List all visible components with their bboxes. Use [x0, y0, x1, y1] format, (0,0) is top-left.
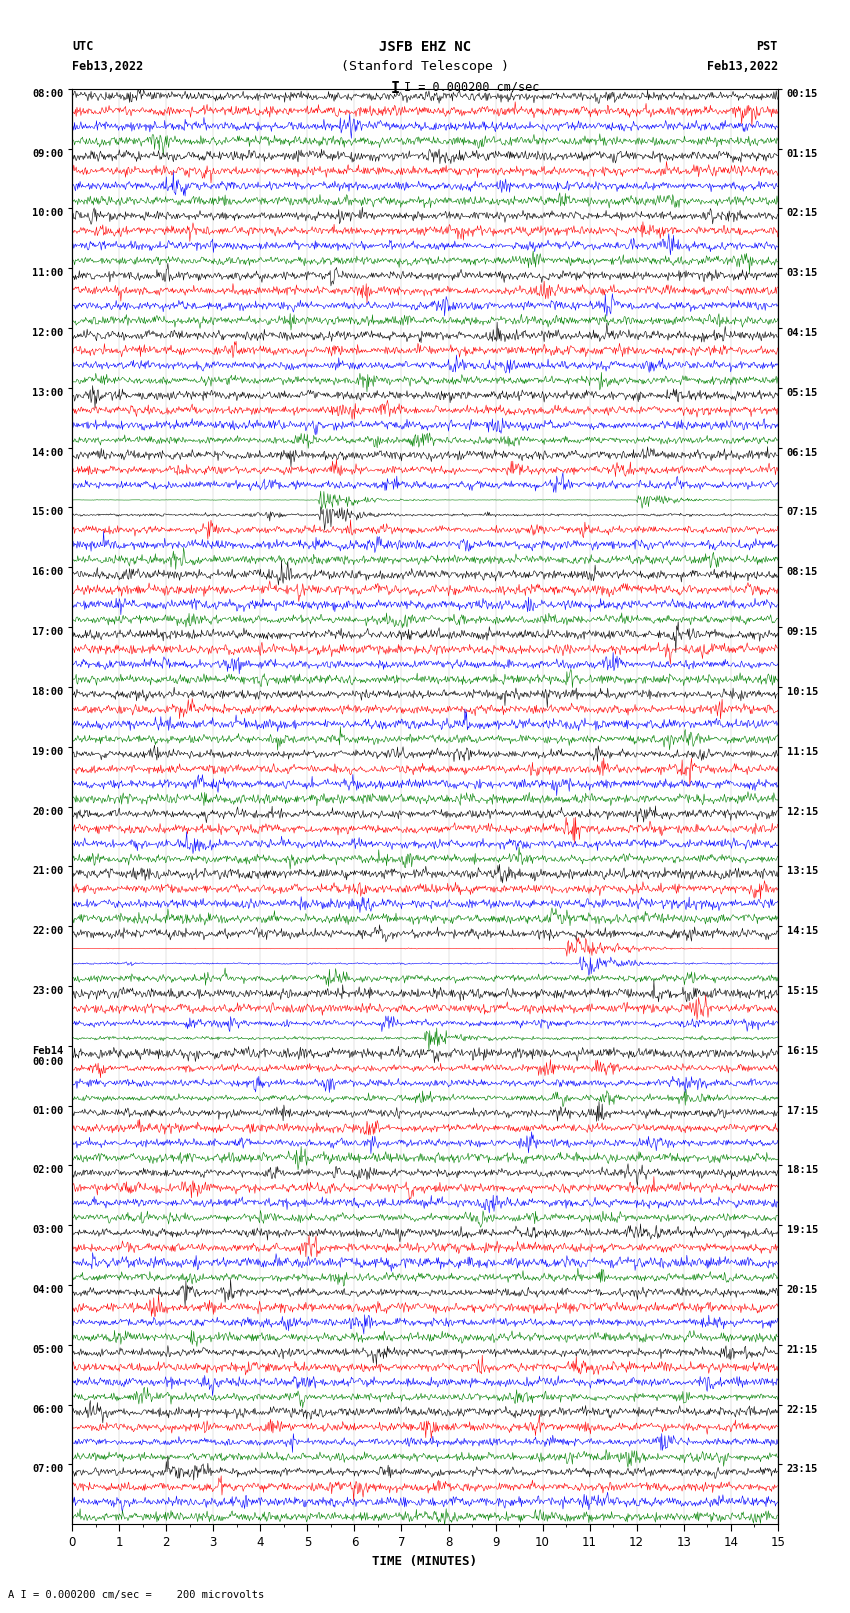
Text: I = 0.000200 cm/sec: I = 0.000200 cm/sec — [404, 81, 539, 94]
Text: JSFB EHZ NC: JSFB EHZ NC — [379, 40, 471, 55]
Text: UTC: UTC — [72, 40, 94, 53]
Text: PST: PST — [756, 40, 778, 53]
X-axis label: TIME (MINUTES): TIME (MINUTES) — [372, 1555, 478, 1568]
Text: Feb13,2022: Feb13,2022 — [706, 60, 778, 73]
Text: I: I — [391, 81, 399, 95]
Text: Feb13,2022: Feb13,2022 — [72, 60, 144, 73]
Text: (Stanford Telescope ): (Stanford Telescope ) — [341, 60, 509, 73]
Text: A I = 0.000200 cm/sec =    200 microvolts: A I = 0.000200 cm/sec = 200 microvolts — [8, 1590, 264, 1600]
